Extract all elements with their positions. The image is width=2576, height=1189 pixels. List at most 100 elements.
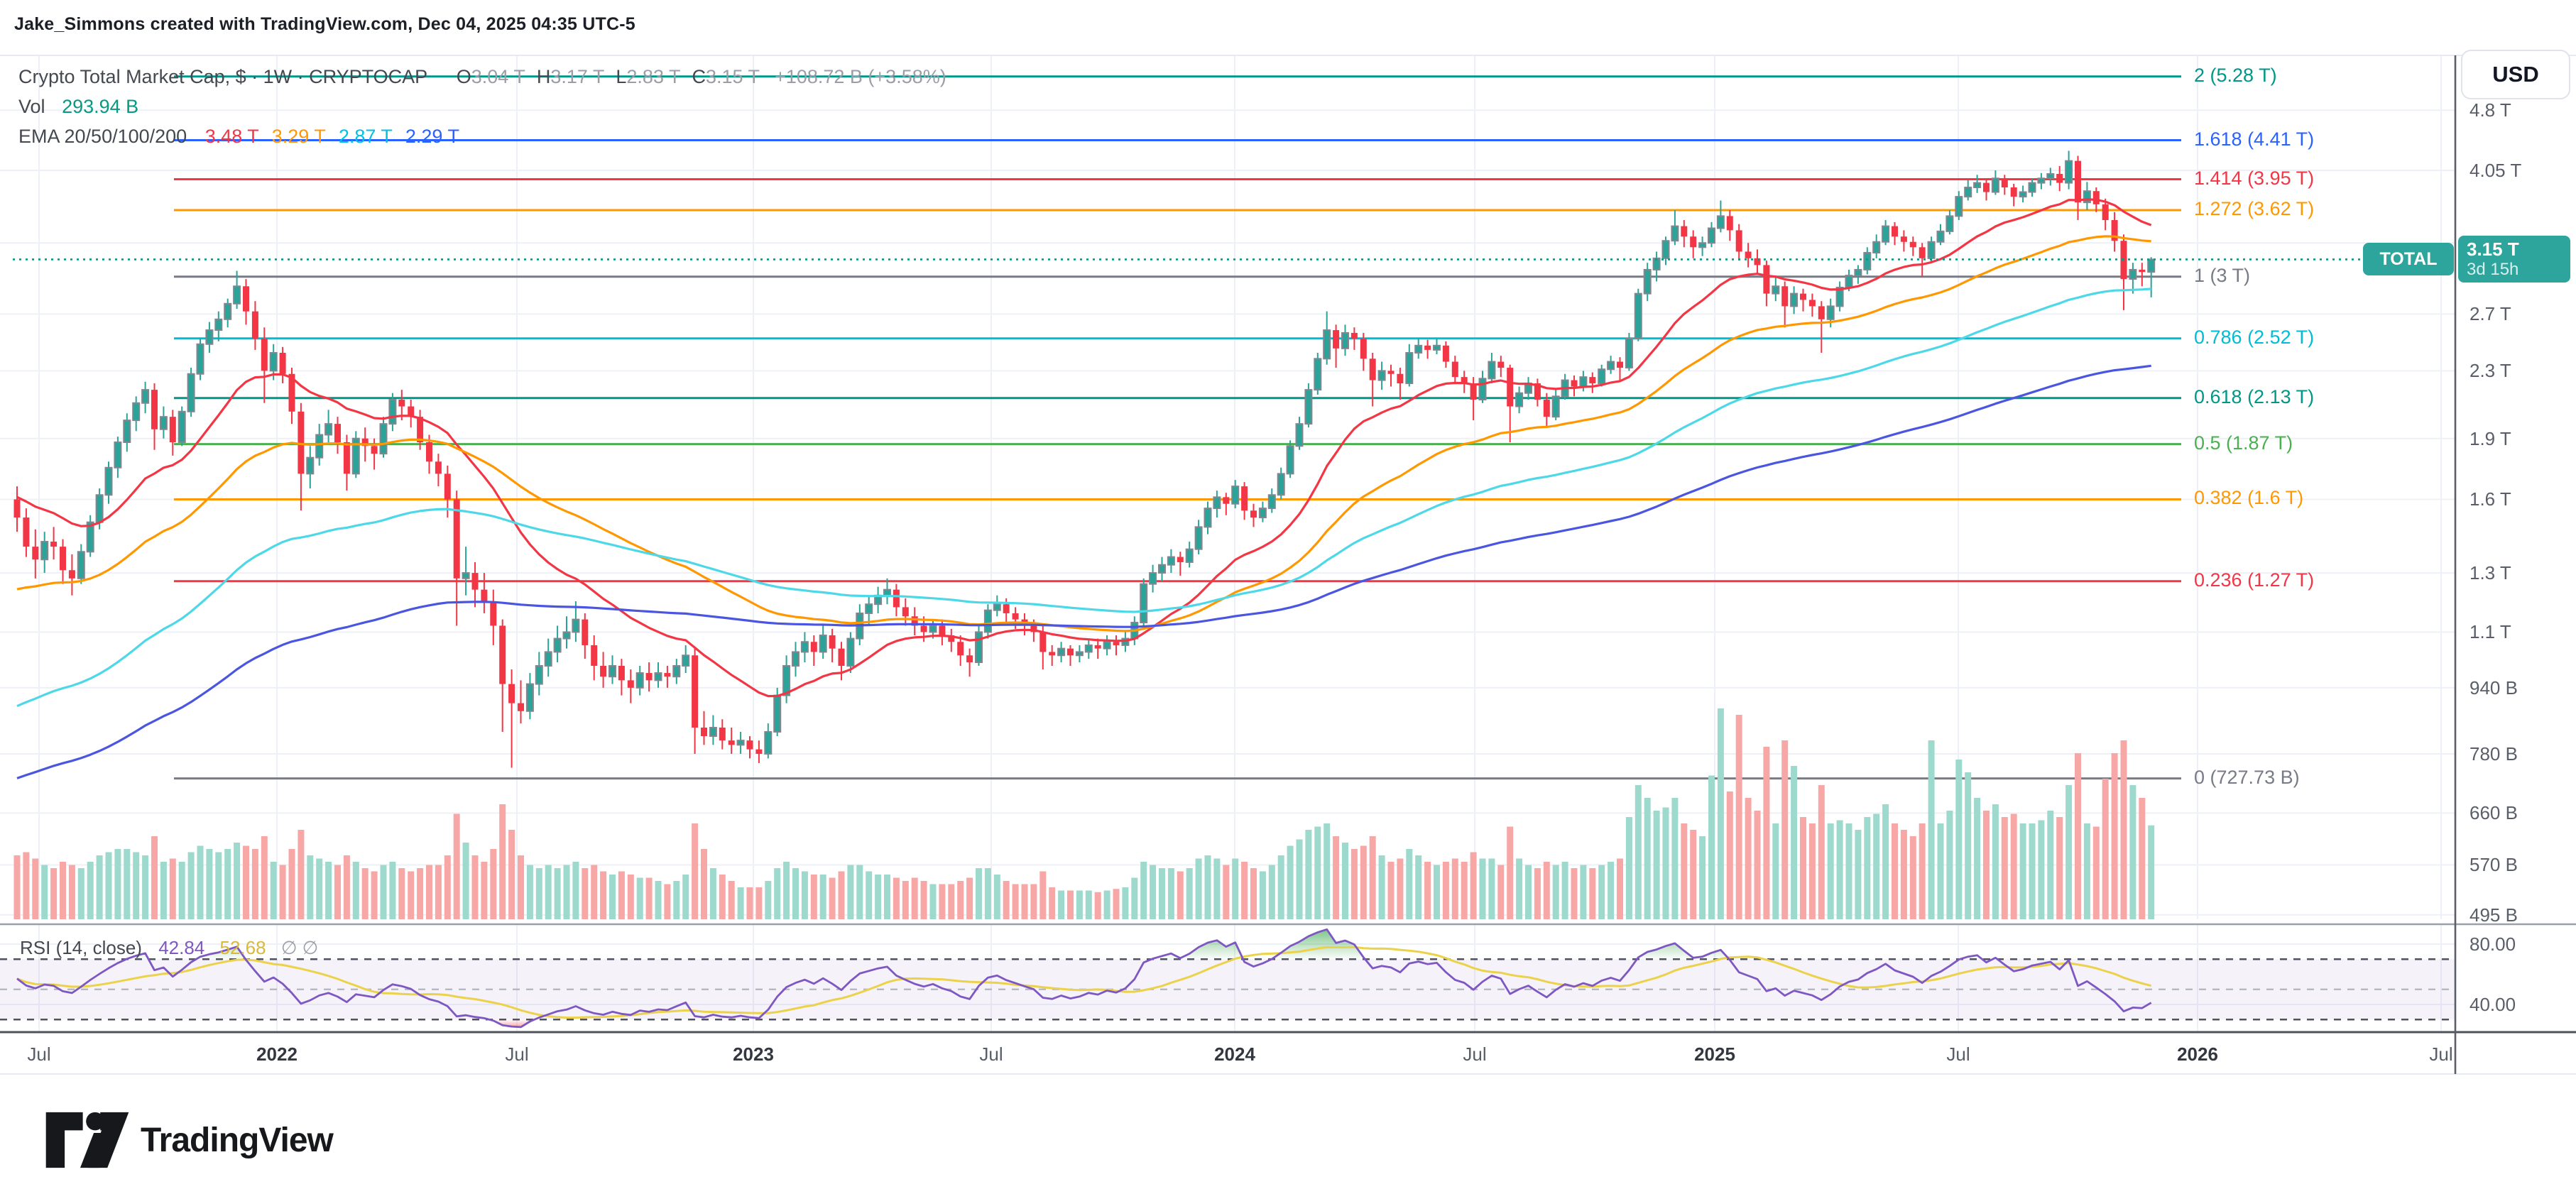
volume-bar xyxy=(1992,804,1999,919)
volume-legend-row[interactable]: Vol 293.94 B xyxy=(18,95,946,125)
ohlc-field-label: H xyxy=(536,66,551,87)
volume-bar xyxy=(1067,890,1074,919)
ohlc-field-value: 3.04 T xyxy=(471,66,525,87)
time-axis-tick: Jul xyxy=(27,1043,51,1065)
volume-bar xyxy=(1434,865,1440,919)
ema-20-line xyxy=(16,198,2152,698)
ema-label: EMA 20/50/100/200 xyxy=(18,126,187,147)
volume-bar xyxy=(307,855,314,919)
volume-bar xyxy=(719,875,726,919)
candle xyxy=(1735,230,1742,252)
volume-bar xyxy=(1378,855,1385,919)
rsi-legend-row[interactable]: RSI (14, close) 42.84 52.68 ∅ ∅ xyxy=(20,937,318,959)
candle xyxy=(1716,215,1725,229)
candle xyxy=(324,423,333,436)
candle xyxy=(1433,344,1441,351)
volume-bar xyxy=(709,868,716,919)
time-axis-tick: 2022 xyxy=(256,1043,298,1065)
candle xyxy=(1314,358,1322,391)
time-axis-tick: Jul xyxy=(1946,1043,1970,1065)
volume-bar xyxy=(948,884,955,919)
volume-bar xyxy=(224,849,231,919)
ohlc-field-value: 3.17 T xyxy=(550,66,605,87)
candle xyxy=(1442,345,1449,362)
candle xyxy=(1369,358,1376,380)
legend: Crypto Total Market Cap, $ · 1W · CRYPTO… xyxy=(18,65,946,155)
volume-bar xyxy=(325,862,332,919)
volume-bar xyxy=(1928,740,1935,919)
candle xyxy=(1250,510,1257,518)
candle xyxy=(1845,275,1853,288)
volume-bar xyxy=(655,881,662,919)
volume-bar xyxy=(371,871,378,919)
candle xyxy=(1075,651,1084,657)
candle xyxy=(2139,269,2146,273)
price-axis-tick: 780 B xyxy=(2469,743,2518,765)
candle xyxy=(975,631,983,664)
volume-bar xyxy=(1516,858,1523,919)
candle xyxy=(1892,226,1898,237)
volume-bar xyxy=(2001,817,2008,919)
volume-bar xyxy=(1772,823,1779,919)
volume-bar xyxy=(32,858,39,919)
rsi-axis-tick: 40.00 xyxy=(2469,994,2516,1015)
price-axis-tick: 940 B xyxy=(2469,676,2518,698)
candle xyxy=(1754,258,1761,265)
candle xyxy=(398,400,405,407)
volume-bar xyxy=(1754,811,1761,919)
time-axis-tick: Jul xyxy=(2429,1043,2453,1065)
volume-bar xyxy=(389,862,396,919)
current-price-value: 3.15 T xyxy=(2467,239,2519,261)
volume-bar xyxy=(499,804,506,919)
candle xyxy=(2001,178,2008,188)
candle xyxy=(838,648,845,666)
candle xyxy=(929,625,937,633)
symbol-title[interactable]: Crypto Total Market Cap, $ · 1W · CRYPTO… xyxy=(18,66,427,87)
volume-bar xyxy=(893,877,900,919)
candle xyxy=(682,654,690,667)
candle xyxy=(1185,548,1194,563)
volume-bar xyxy=(96,855,103,919)
candle xyxy=(462,572,470,579)
volume-bar xyxy=(1882,804,1889,919)
candle xyxy=(1177,557,1184,562)
candle xyxy=(1387,371,1395,374)
candle xyxy=(1826,305,1835,320)
candle xyxy=(1231,486,1240,505)
ema-legend-row[interactable]: EMA 20/50/100/200 3.48 T 3.29 T 2.87 T 2.29… xyxy=(18,125,946,155)
volume-bar xyxy=(526,865,533,919)
volume-bar xyxy=(251,849,258,919)
candle xyxy=(544,651,552,667)
candle xyxy=(1333,330,1340,349)
candle xyxy=(417,417,424,442)
candle xyxy=(123,420,131,443)
rsi-value: 42.84 xyxy=(158,937,205,958)
candle xyxy=(1991,177,1999,193)
candle xyxy=(1534,383,1541,400)
volume-bar xyxy=(105,852,112,919)
candle xyxy=(2092,191,2100,204)
currency-toggle-button[interactable]: USD xyxy=(2461,50,2570,99)
time-axis-tick: 2026 xyxy=(2177,1043,2218,1065)
symbol-legend-row[interactable]: Crypto Total Market Cap, $ · 1W · CRYPTO… xyxy=(18,65,946,95)
volume-bar xyxy=(692,823,699,919)
candle xyxy=(764,730,773,755)
volume-bar xyxy=(1900,830,1907,919)
candle xyxy=(151,390,158,429)
candle xyxy=(728,740,735,745)
volume-bar xyxy=(1350,849,1358,919)
tradingview-logo[interactable]: TradingView xyxy=(45,1111,334,1169)
volume-bar xyxy=(417,868,424,919)
candle xyxy=(582,619,589,645)
volume-bar xyxy=(1497,865,1505,919)
volume-bar xyxy=(1223,865,1230,919)
volume-bar xyxy=(957,881,964,919)
candle xyxy=(1863,252,1872,270)
volume-bar xyxy=(361,868,369,919)
candle xyxy=(159,416,168,430)
candle xyxy=(1204,508,1212,528)
volume-bar xyxy=(41,865,48,919)
volume-bar xyxy=(142,855,149,919)
